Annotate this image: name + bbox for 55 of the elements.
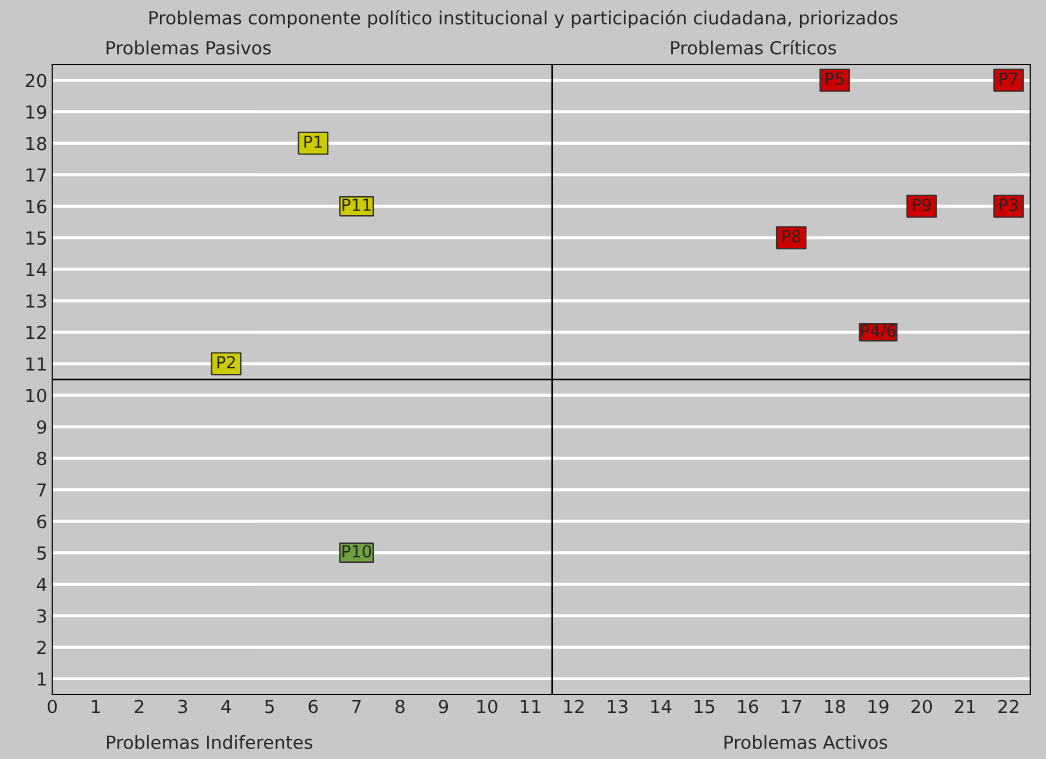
data-label: P7 (999, 72, 1018, 85)
x-tick-label: 12 (564, 699, 584, 714)
y-tick-label: 9 (37, 420, 47, 434)
x-tick-label: 14 (651, 699, 672, 714)
x-tick-label: 15 (694, 699, 715, 714)
x-tick-label: 19 (868, 699, 889, 714)
y-tick-label: 12 (26, 325, 46, 340)
text: Problemas Activos (724, 735, 888, 750)
x-tick-label: 7 (352, 699, 361, 714)
y-tick-label: 5 (37, 546, 46, 560)
y-tick-label: 14 (26, 262, 47, 277)
x-tick-label: 18 (825, 699, 845, 714)
y-tick-label: 1 (37, 672, 46, 686)
x-tick-label: 17 (781, 699, 802, 714)
y-tick-label: 6 (37, 514, 47, 529)
x-tick-label: 5 (265, 699, 274, 714)
x-tick-label: 3 (178, 699, 187, 714)
chart-title: Problemas componente político institucional y participación ciudadana, priorizados (149, 9, 898, 29)
x-tick-label: 1 (92, 699, 100, 714)
data-label: P9 (912, 198, 931, 212)
x-tick-label: 13 (607, 699, 628, 714)
y-tick-label: 16 (26, 199, 47, 214)
x-tick-label: 9 (438, 699, 448, 714)
x-tick-label: 20 (911, 699, 932, 714)
x-tick-label: 8 (395, 699, 405, 714)
y-tick-label: 20 (25, 73, 47, 88)
x-tick-label: 4 (221, 699, 231, 714)
y-tick-label: 3 (37, 609, 46, 623)
x-tick-label: 22 (998, 699, 1019, 714)
data-label: P3 (999, 198, 1018, 212)
y-tick-label: 15 (26, 231, 46, 245)
y-tick-label: 18 (26, 136, 47, 151)
data-label: P2 (217, 355, 235, 369)
y-tick-label: 10 (26, 388, 47, 403)
y-tick-label: 4 (36, 577, 47, 592)
data-label: P5 (826, 72, 844, 86)
x-tick-label: 10 (477, 699, 498, 714)
text: Problemas Críticos (671, 39, 837, 55)
x-tick-label: 11 (520, 699, 541, 714)
y-tick-label: 11 (26, 357, 46, 371)
y-tick-label: 17 (26, 168, 46, 182)
x-tick-label: 0 (47, 699, 57, 714)
text: Problemas Pasivos (106, 40, 271, 55)
y-tick-label: 7 (37, 483, 46, 497)
y-tick-label: 8 (37, 451, 47, 466)
y-tick-label: 2 (37, 640, 46, 655)
x-tick-label: 2 (134, 699, 144, 714)
text: Problemas Indiferentes (107, 735, 313, 750)
x-tick-label: 16 (738, 699, 759, 714)
x-tick-label: 21 (954, 699, 975, 714)
y-tick-label: 19 (26, 105, 47, 119)
data-label: P8 (782, 229, 801, 243)
x-tick-label: 6 (308, 699, 318, 714)
data-label: P1 (304, 135, 322, 148)
y-tick-label: 13 (26, 294, 46, 308)
